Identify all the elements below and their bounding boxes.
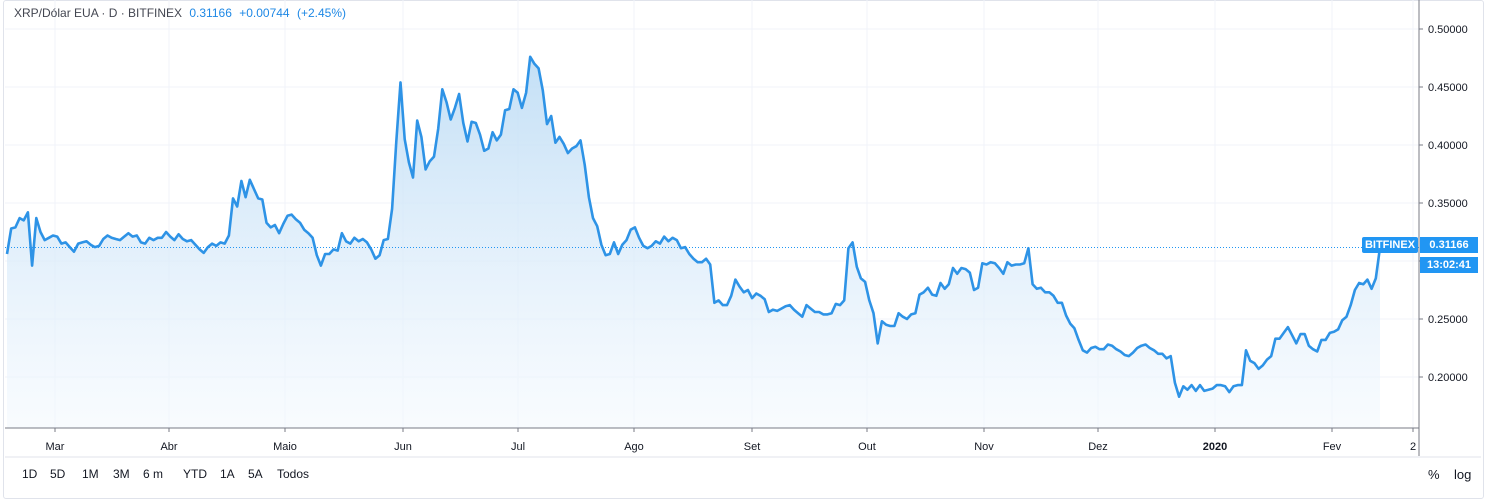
percent-scale-toggle[interactable]: % [1428,467,1440,482]
range-button-1m[interactable]: 1M [82,467,99,481]
x-tick-label: Ago [624,441,644,453]
x-tick-label: 2 [1410,441,1416,453]
x-tick-label: Set [744,441,761,453]
y-tick-label: 0.40000 [1428,140,1468,152]
range-button-5d[interactable]: 5D [50,467,66,481]
last-price-value: 0.31166 [189,6,232,20]
y-tick-label: 0.20000 [1428,372,1468,384]
grid [5,0,1419,428]
y-tick-label: 0.45000 [1428,82,1468,94]
x-tick-label: 2020 [1203,441,1227,453]
x-tick-label: Nov [974,441,994,453]
x-tick-label: Jun [394,441,412,453]
x-tick-label: Out [858,441,876,453]
y-tick-label: 0.35000 [1428,198,1468,210]
y-tick-label: 0.50000 [1428,24,1468,36]
range-button-3m[interactable]: 3M [113,467,130,481]
x-tick-label: Mar [46,441,65,453]
range-button-ytd[interactable]: YTD [183,467,207,481]
price-change: +0.00744 [239,6,290,20]
x-tick-label: Abr [160,441,177,453]
x-tick-label: Fev [1323,441,1342,453]
range-toolbar: 1D 5D 1M 3M 6 m YTD 1A 5A Todos % log [4,458,1482,496]
price-area-fill [7,56,1380,429]
price-change-percent: (+2.45%) [296,6,346,20]
symbol-legend: XRP/Dólar EUA · D · BITFINEX 0.31166 +0.… [14,6,346,20]
y-tick-label: 0.25000 [1428,314,1468,326]
price-line [5,55,1382,398]
x-tick-label: Maio [273,441,297,453]
range-button-1y[interactable]: 1A [220,467,235,481]
symbol-title: XRP/Dólar EUA · D · BITFINEX [14,6,183,20]
range-button-all[interactable]: Todos [277,467,310,481]
range-button-1d[interactable]: 1D [22,467,38,481]
x-tick-label: Jul [511,441,525,453]
bar-countdown-label: 13:02:41 [1420,257,1478,273]
log-scale-toggle[interactable]: log [1454,467,1472,482]
range-button-5y[interactable]: 5A [248,467,263,481]
exchange-badge: BITFINEX [1362,237,1418,253]
range-button-6m[interactable]: 6 m [143,467,164,481]
x-tick-label: Dez [1088,441,1108,453]
current-price-label: 0.31166 [1420,237,1478,253]
